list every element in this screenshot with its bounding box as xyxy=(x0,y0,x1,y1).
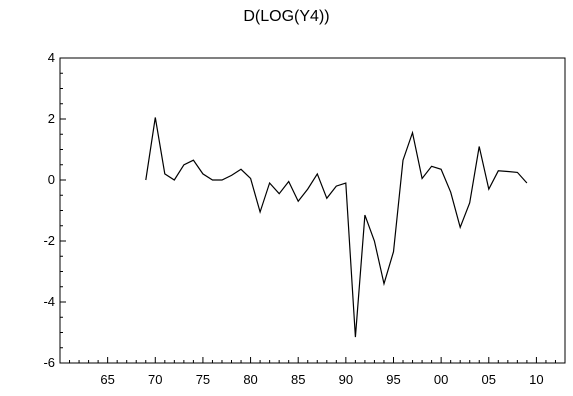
x-tick-label: 75 xyxy=(196,372,210,387)
plot-frame xyxy=(59,57,566,364)
y-tick-label: -6 xyxy=(43,355,55,370)
x-tick-label: 70 xyxy=(148,372,162,387)
y-tick-label: -2 xyxy=(43,233,55,248)
y-tick-label: 2 xyxy=(48,111,55,126)
x-axis-ticks xyxy=(59,357,566,363)
chart-title: D(LOG(Y4)) xyxy=(243,8,330,25)
series-line xyxy=(145,117,528,338)
x-tick-label: 65 xyxy=(100,372,114,387)
x-tick-label: 10 xyxy=(529,372,543,387)
y-tick-label: -4 xyxy=(43,294,55,309)
x-tick-label: 00 xyxy=(434,372,448,387)
y-tick-label: 4 xyxy=(48,50,55,65)
x-tick-label: 05 xyxy=(482,372,496,387)
x-tick-label: 95 xyxy=(386,372,400,387)
y-axis-tick-labels: -6 -4 -2 0 2 4 xyxy=(43,50,55,370)
x-axis-tick-labels: 65 70 75 80 85 90 95 00 05 10 xyxy=(100,372,543,387)
y-axis-ticks xyxy=(60,57,66,364)
x-tick-label: 80 xyxy=(243,372,257,387)
x-tick-label: 90 xyxy=(339,372,353,387)
y-tick-label: 0 xyxy=(48,172,55,187)
x-tick-label: 85 xyxy=(291,372,305,387)
